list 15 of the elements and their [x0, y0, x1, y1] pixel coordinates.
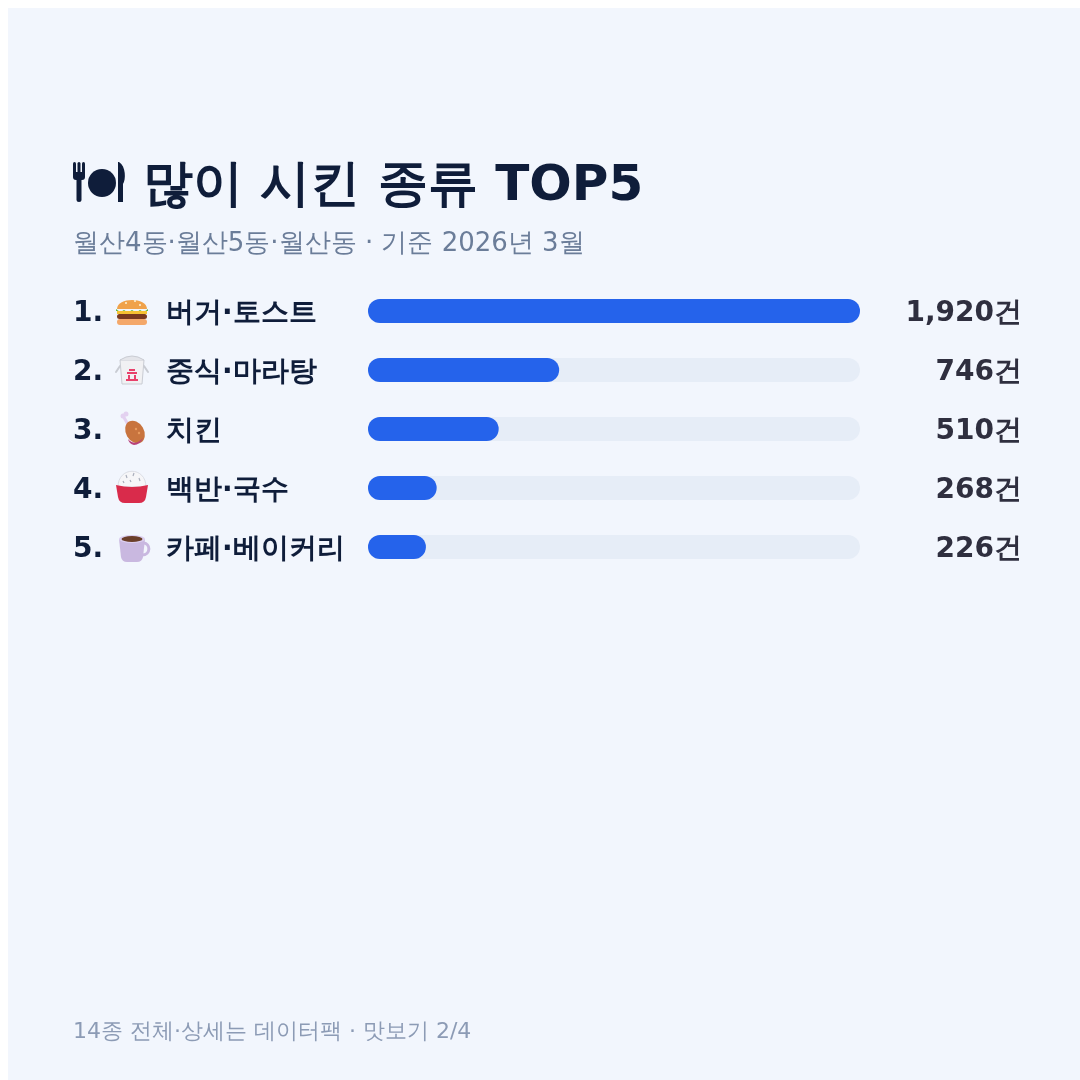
chart-subtitle: 월산4동·월산5동·월산동 · 기준 2026년 3월 — [73, 227, 585, 257]
bar — [368, 476, 437, 500]
text: 14종 전체·상세는 데이터팩 · 맛보기 2/4 — [73, 1018, 472, 1043]
category-label: 5. 카페·베이커리 — [73, 530, 345, 564]
data-label: 268건 — [935, 471, 1022, 505]
category-label: 1. 버거·토스트 — [73, 294, 317, 328]
data-label: 1,920건 — [905, 294, 1022, 328]
category-label: 4. 백반·국수 — [73, 471, 289, 505]
chart-title: 많이 시킨 종류 TOP5 — [143, 154, 644, 212]
data-label: 226건 — [935, 530, 1022, 564]
data-label: 746건 — [935, 353, 1022, 387]
data-label: 510건 — [935, 412, 1022, 446]
category-label: 2. 중식·마라탕 — [73, 353, 317, 387]
category-label: 3. 치킨 — [73, 412, 222, 446]
bar — [368, 535, 426, 559]
